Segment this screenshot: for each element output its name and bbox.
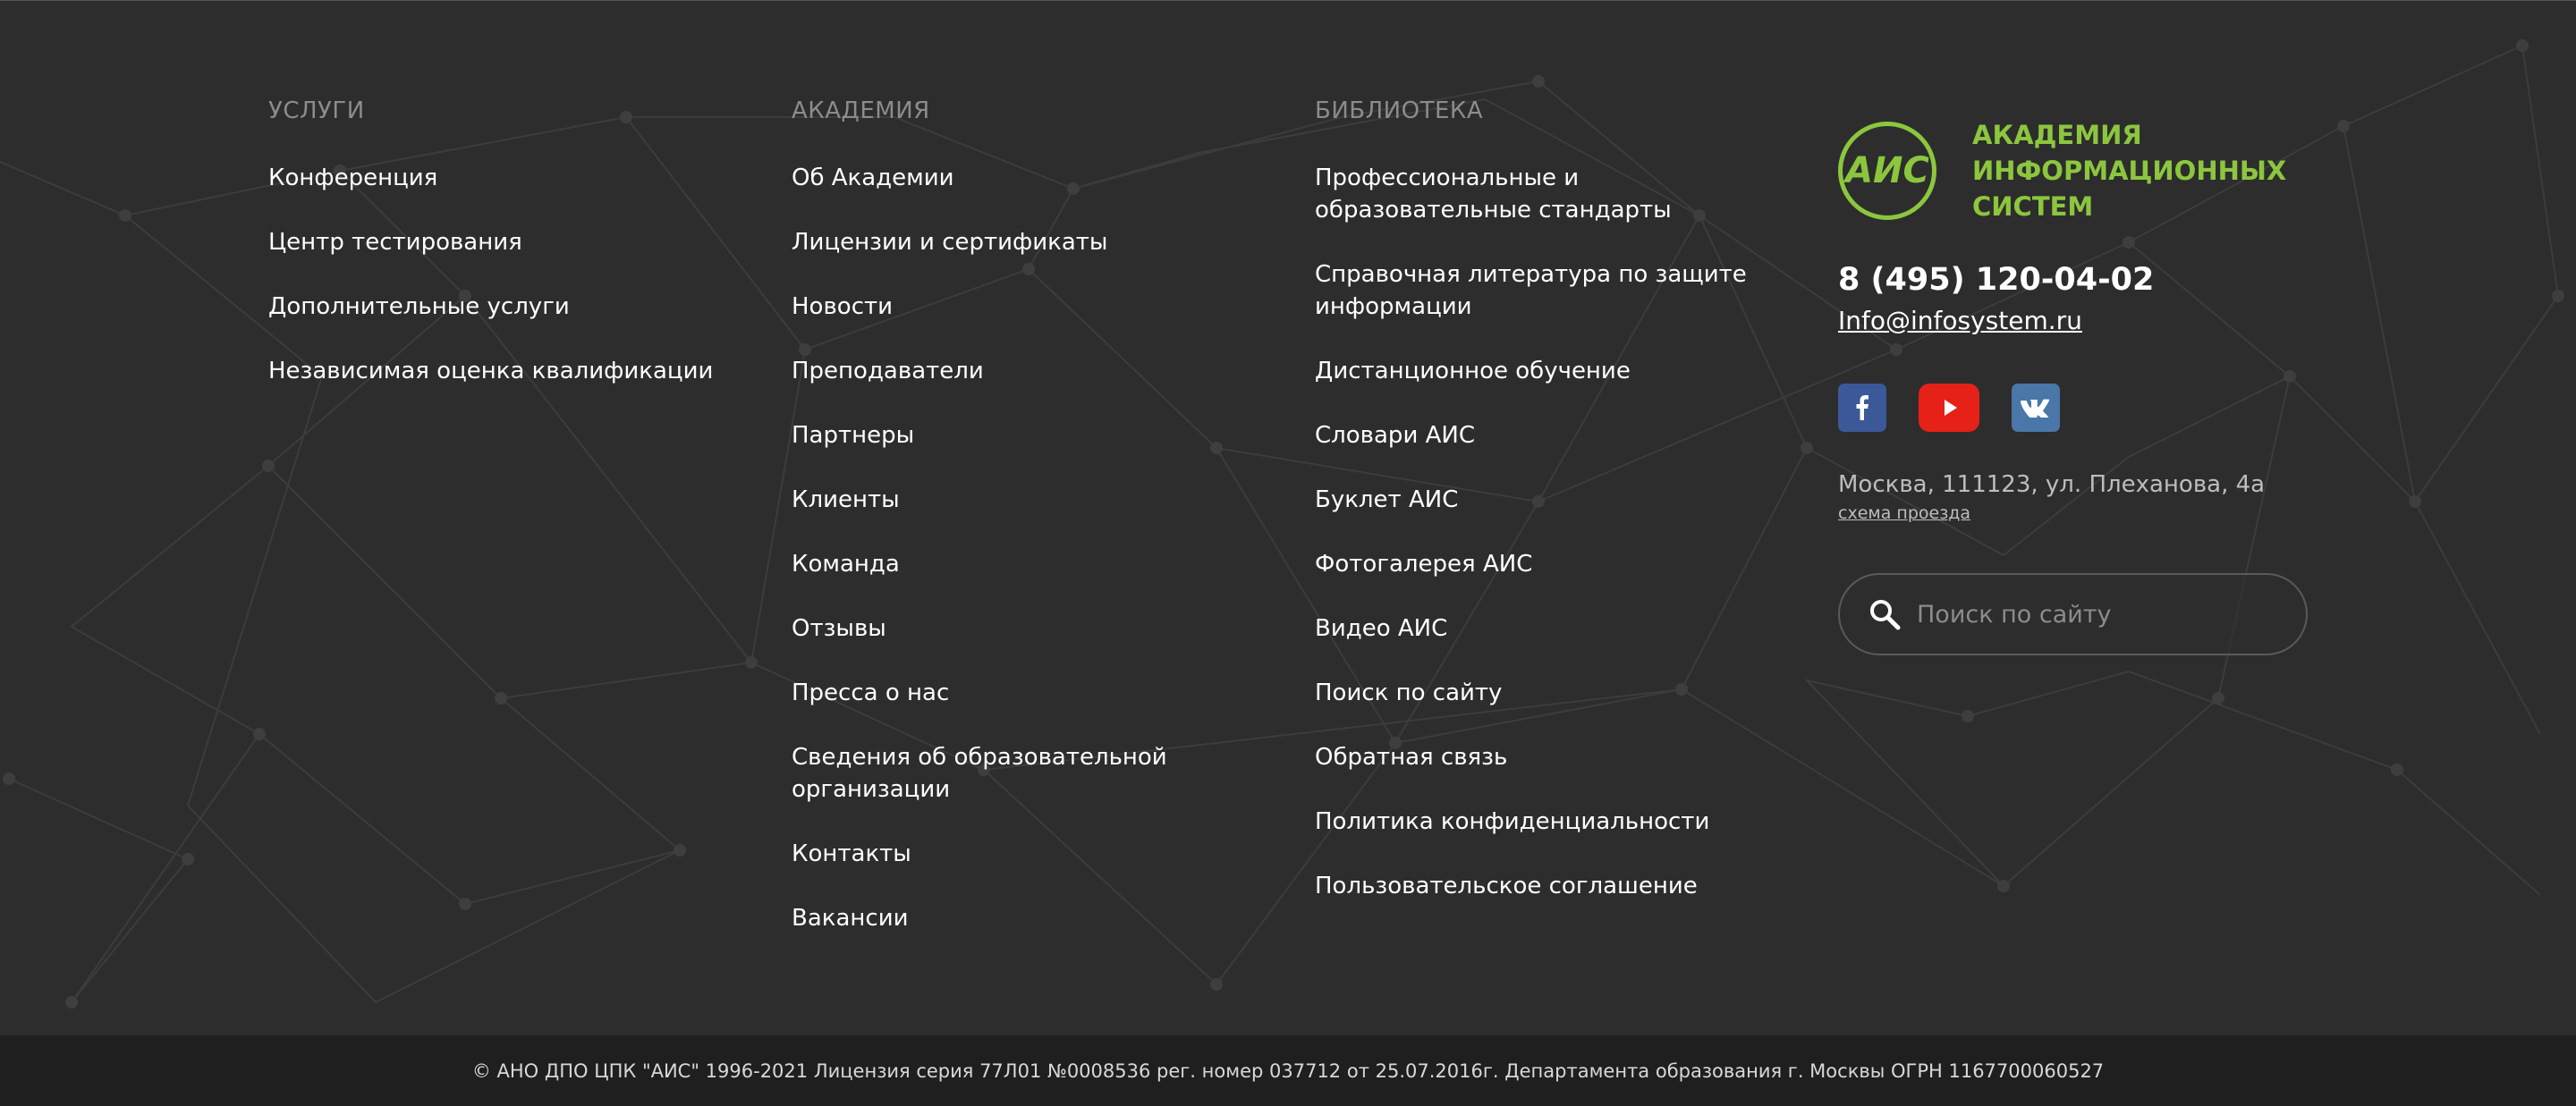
brand-block: АИС Академия информационных систем 8 (49… [1838,117,2287,523]
link-press[interactable]: Пресса о нас [792,680,950,706]
link-qualification-assessment[interactable]: Независимая оценка квалификации [268,358,714,384]
link-vacancies[interactable]: Вакансии [792,905,909,932]
link-reviews[interactable]: Отзывы [792,615,886,642]
link-news[interactable]: Новости [792,293,894,320]
search-input[interactable] [1915,599,2294,629]
link-partners[interactable]: Партнеры [792,422,915,449]
academy-links: Об Академии Лицензии и сертификаты Новос… [792,162,1239,934]
link-teachers[interactable]: Преподаватели [792,358,984,384]
vk-icon[interactable] [2012,384,2060,432]
link-booklet[interactable]: Буклет АИС [1315,486,1459,513]
site-search-box[interactable] [1838,573,2308,655]
link-dictionaries[interactable]: Словари АИС [1315,422,1475,449]
link-user-agreement[interactable]: Пользовательское соглашение [1315,873,1698,899]
footer-column-academy: Академия Об Академии Лицензии и сертифик… [792,97,1239,967]
link-photo-gallery[interactable]: Фотогалерея АИС [1315,551,1533,578]
library-links: Профессиональные и образовательные станд… [1315,162,1762,902]
site-footer: Услуги Конференция Центр тестирования До… [0,0,2576,1009]
ais-logo[interactable]: АИС [1838,122,1936,220]
link-licenses[interactable]: Лицензии и сертификаты [792,229,1108,256]
column-title-library: Библиотека [1315,97,1484,124]
link-additional-services[interactable]: Дополнительные услуги [268,293,570,320]
link-about-academy[interactable]: Об Академии [792,165,954,191]
link-distance-learning[interactable]: Дистанционное обучение [1315,358,1631,384]
column-title-services: Услуги [268,97,365,124]
link-team[interactable]: Команда [792,551,900,578]
facebook-icon[interactable] [1838,384,1886,432]
link-reference-literature[interactable]: Справочная литература по защите информац… [1315,261,1747,320]
services-links: Конференция Центр тестирования Дополните… [268,162,751,387]
social-links [1838,384,2267,432]
link-clients[interactable]: Клиенты [792,486,900,513]
column-title-academy: Академия [792,97,930,124]
link-contacts[interactable]: Контакты [792,840,911,867]
email-link[interactable]: Info@infosystem.ru [1838,306,2082,335]
link-video[interactable]: Видео АИС [1315,615,1448,642]
phone-number[interactable]: 8 (495) 120-04-02 [1838,262,2155,298]
footer-column-services: Услуги Конференция Центр тестирования До… [268,97,751,419]
route-map-link[interactable]: схема проезда [1838,503,1971,523]
brand-logo-row[interactable]: АИС Академия информационных систем [1838,117,2287,224]
link-site-search[interactable]: Поиск по сайту [1315,680,1503,706]
link-privacy-policy[interactable]: Политика конфиденциальности [1315,808,1710,835]
copyright-text: © АНО ДПО ЦПК "АИС" 1996-2021 Лицензия с… [471,1060,2105,1082]
link-feedback[interactable]: Обратная связь [1315,744,1508,771]
link-testing-center[interactable]: Центр тестирования [268,229,522,256]
brand-name: Академия информационных систем [1972,120,2287,222]
address-text: Москва, 111123, ул. Плеханова, 4а [1838,471,2266,498]
copyright-bar: © АНО ДПО ЦПК "АИС" 1996-2021 Лицензия с… [0,1035,2576,1106]
footer-column-library: Библиотека Профессиональные и образовате… [1315,97,1762,934]
link-standards[interactable]: Профессиональные и образовательные станд… [1315,165,1672,224]
search-icon[interactable] [1867,596,1902,632]
link-education-info[interactable]: Сведения об образовательной организации [792,744,1167,803]
link-conference[interactable]: Конференция [268,165,438,191]
youtube-icon[interactable] [1919,384,1979,432]
